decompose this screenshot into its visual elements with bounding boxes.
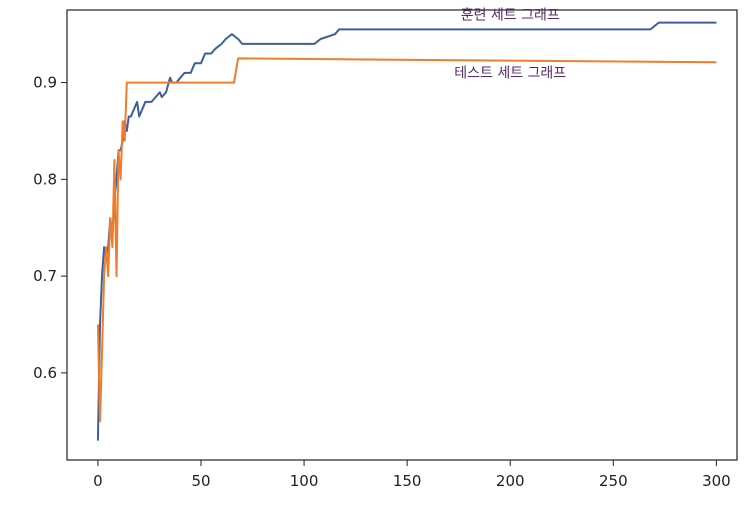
x-tick-label: 300 (702, 472, 731, 490)
series-layer (96, 21, 717, 441)
x-tick-label: 100 (290, 472, 319, 490)
x-axis: 0 50 100 150 200 250 300 (93, 460, 731, 490)
x-tick-label: 250 (599, 472, 628, 490)
y-tick-label: 0.6 (33, 364, 57, 382)
y-axis: 0.6 0.7 0.8 0.9 (33, 74, 67, 382)
annotation-train: 훈련 세트 그래프 (461, 8, 560, 24)
y-tick-label: 0.8 (33, 170, 57, 188)
plot-area (67, 10, 737, 460)
y-tick-label: 0.7 (33, 267, 57, 285)
plot-frame (66, 9, 738, 461)
y-tick-label: 0.9 (33, 74, 57, 92)
x-tick-label: 200 (496, 472, 525, 490)
annotation-test: 테스트 세트 그래프 (454, 66, 566, 82)
series-line-test (96, 57, 717, 423)
x-tick-label: 0 (93, 472, 103, 490)
x-tick-label: 50 (191, 472, 210, 490)
x-tick-label: 150 (393, 472, 422, 490)
